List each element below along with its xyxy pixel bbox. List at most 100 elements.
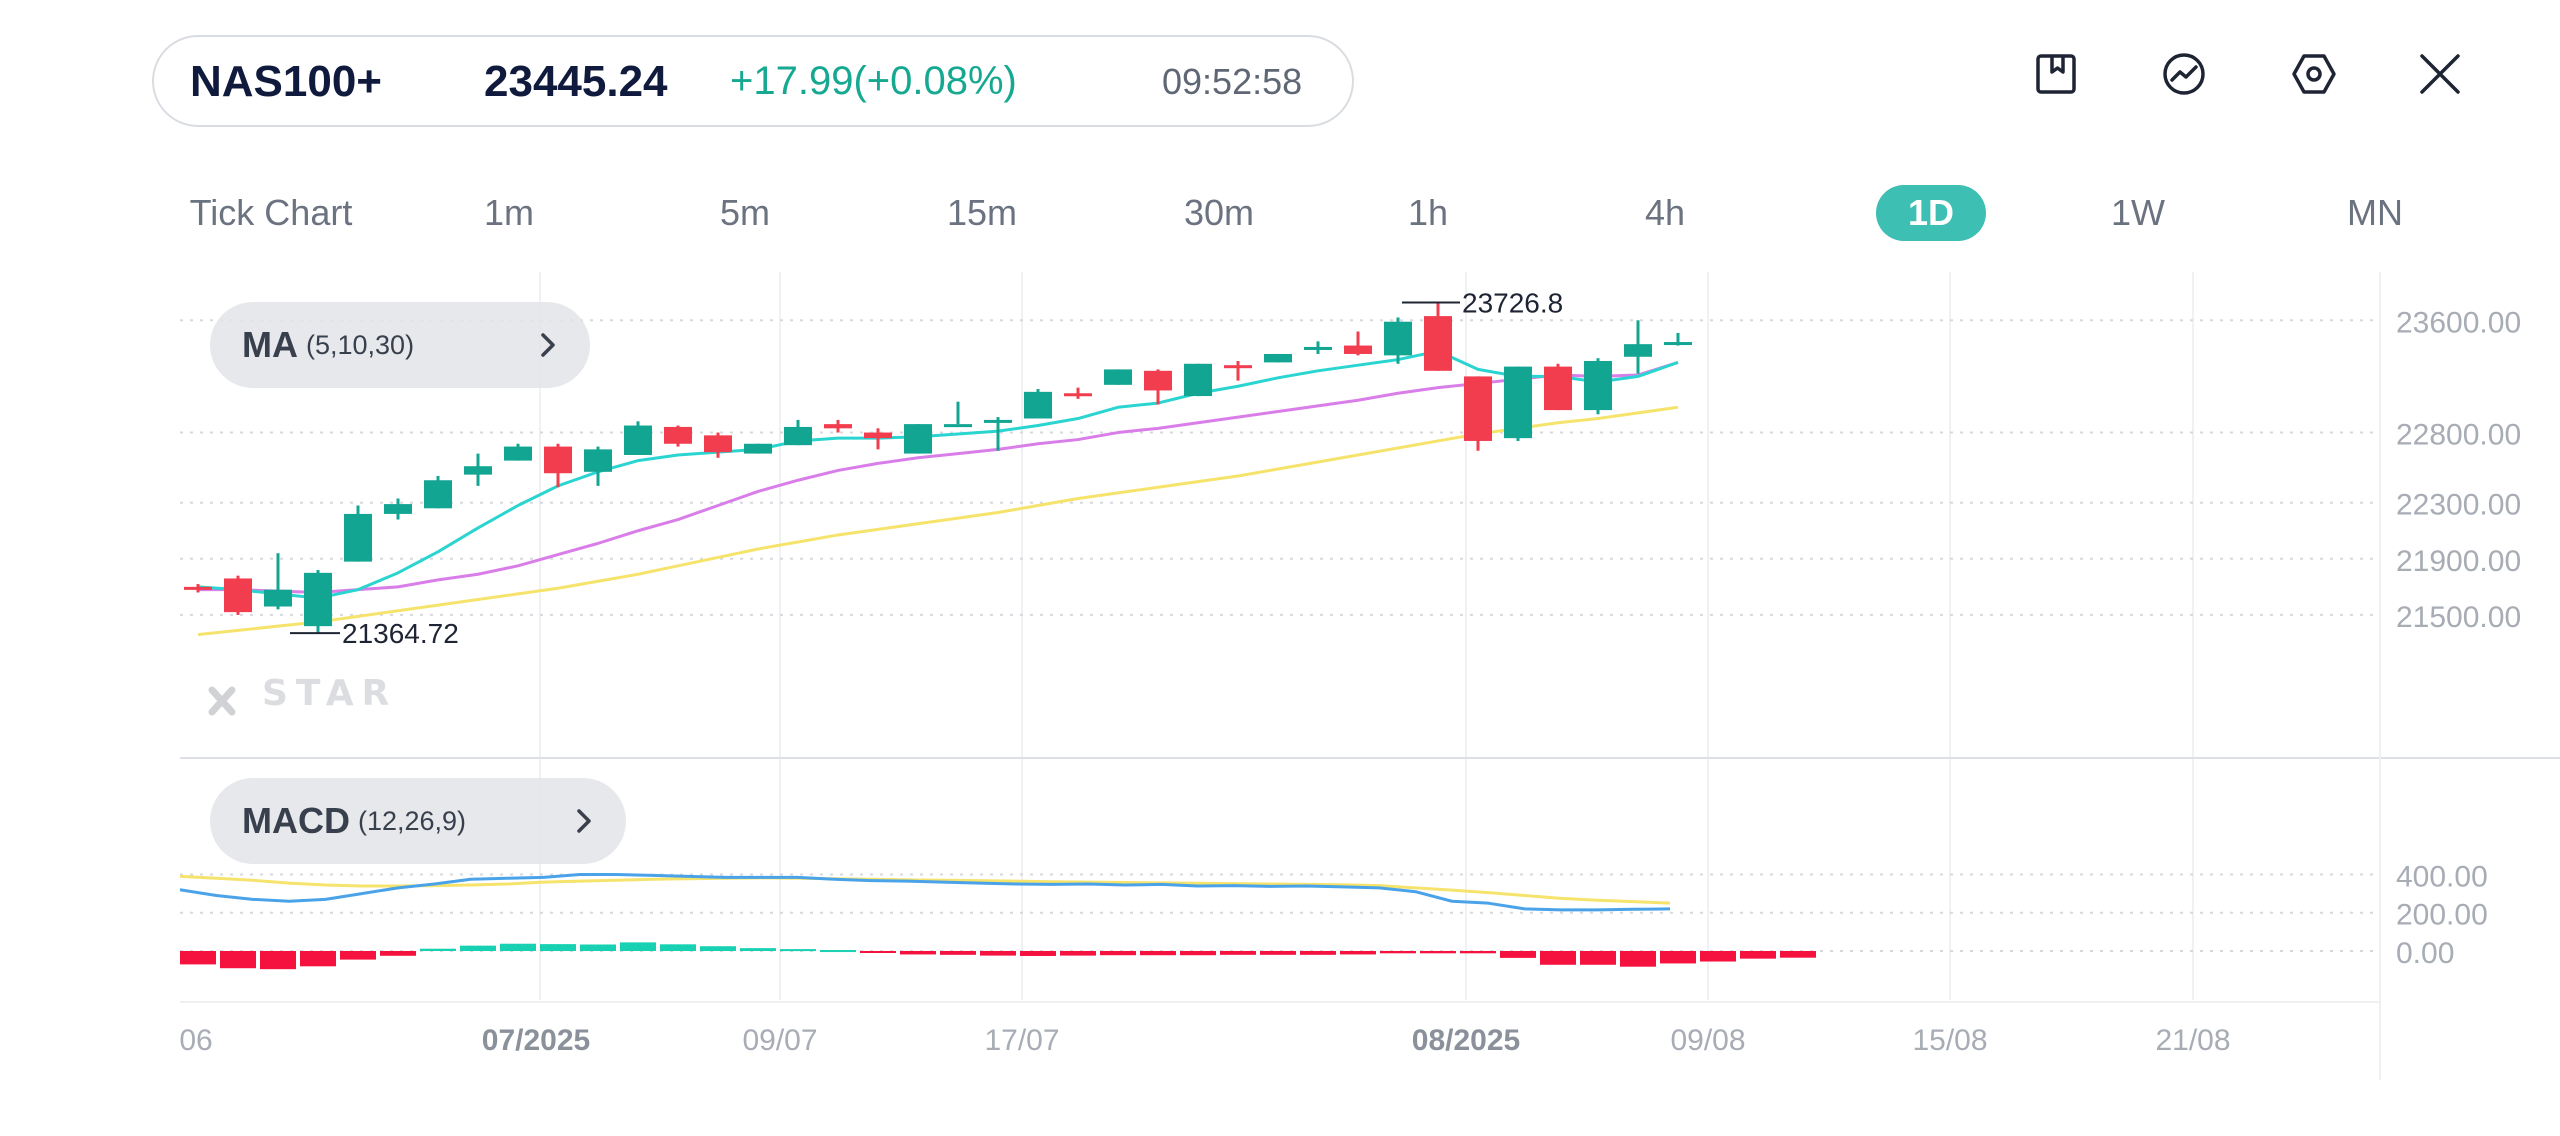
candle[interactable] [1024,389,1052,419]
bookmark-icon[interactable] [2032,50,2080,98]
ma30-line [197,405,1679,637]
trend-chart-icon[interactable] [2160,50,2208,98]
candle[interactable] [1624,320,1652,374]
candle[interactable] [704,432,732,458]
tab-tick-chart[interactable]: Tick Chart [189,192,353,233]
macd-histogram-bar [1140,951,1176,956]
candle[interactable] [984,417,1012,451]
candle-body [1264,353,1292,363]
macd-histogram-bar [660,944,696,951]
high-price-label: 23726.8 [1462,287,1563,318]
macd-histogram-bar [860,951,896,953]
candle[interactable] [944,401,972,428]
macd-histogram-bar [940,951,976,955]
candle[interactable] [264,553,292,610]
candle[interactable] [744,443,772,454]
candle[interactable] [1424,302,1452,371]
ma-indicator-pill[interactable]: MA (5,10,30) [210,302,590,388]
tab-1m[interactable]: 1m [483,192,535,233]
candle-body [904,424,932,454]
candle[interactable] [544,443,572,488]
macd-label: MACD [242,800,350,841]
quote-bar[interactable]: NAS100+ 23445.24 +17.99(+0.08%) 09:52:58 [152,35,1354,127]
macd-histogram-bar [620,942,656,951]
macd-histogram-bar [220,951,256,969]
tab-15m[interactable]: 15m [946,192,1018,233]
candle[interactable] [1224,360,1252,381]
tab-5m[interactable]: 5m [719,192,771,233]
candle[interactable] [304,570,332,634]
tab-1d[interactable]: 1D [1875,185,1987,241]
candle-body [1384,321,1412,356]
candle[interactable] [1504,366,1532,441]
candle-body [264,589,292,607]
candle[interactable] [384,498,412,520]
candles [184,302,1692,634]
candle[interactable] [1264,353,1292,363]
candle[interactable] [1544,363,1572,411]
candle[interactable] [464,453,492,486]
candle[interactable] [1344,331,1372,356]
candle[interactable] [864,428,892,450]
chevron-right-icon [577,809,591,833]
macd-histogram-bar [540,944,576,951]
candle-body [664,426,692,444]
macd-histogram-bar [1420,951,1456,954]
candle-body [1064,393,1092,397]
candle[interactable] [1304,341,1332,354]
close-icon[interactable] [2416,50,2464,98]
tab-1h[interactable]: 1h [1407,192,1449,233]
candle[interactable] [1064,387,1092,399]
macd-histogram-bar [1780,951,1816,958]
candle-body [1144,370,1172,391]
tab-mn[interactable]: MN [2347,192,2403,233]
candle[interactable] [424,476,452,509]
price-tick-label: 22800.00 [2396,419,2521,452]
tab-30m[interactable]: 30m [1183,192,1255,233]
candle[interactable] [824,419,852,433]
macd-histogram-bar [1740,951,1776,959]
tab-4h[interactable]: 4h [1644,192,1686,233]
settings-icon[interactable] [2290,50,2338,98]
candle[interactable] [1464,376,1492,451]
macd-histogram-bar [1020,951,1056,956]
candle-body [624,425,652,455]
candle[interactable] [1184,363,1212,397]
macd-histogram-bar [1540,951,1576,965]
candle[interactable] [784,419,812,446]
tab-1w[interactable]: 1W [2111,192,2165,233]
time-tick-label: 08/2025 [1412,1024,1520,1057]
candle[interactable] [1664,332,1692,346]
candle[interactable] [1144,369,1172,405]
macd-indicator-pill[interactable]: MACD (12,26,9) [210,778,626,864]
ma10-line [198,360,1679,594]
candle[interactable] [1584,358,1612,415]
current-price: 23445.24 [484,57,668,106]
macd-tick-label: 0.00 [2396,937,2454,970]
macd-histogram-bar [1660,951,1696,964]
time-tick-label: 07/2025 [482,1024,590,1057]
candle-body [984,419,1012,423]
macd-histogram-bar [980,951,1016,956]
macd-histogram-bar [740,948,776,951]
quote-time: 09:52:58 [1162,61,1303,102]
candle[interactable] [224,575,252,615]
candle[interactable] [904,424,932,454]
candle[interactable] [624,421,652,455]
low-price-label: 21364.72 [342,618,459,649]
candle-body [744,443,772,454]
candle[interactable] [184,584,212,593]
candle-body [584,449,612,472]
candle[interactable] [584,446,612,486]
candle[interactable] [1384,317,1412,364]
macd-params: (12,26,9) [357,805,467,836]
candle[interactable] [344,505,372,562]
candle[interactable] [504,443,532,461]
candle[interactable] [1104,369,1132,385]
moving-averages [197,349,1679,637]
candle[interactable] [664,425,692,447]
candle-body [704,435,732,453]
price-change: +17.99(+0.08%) [730,59,1017,103]
